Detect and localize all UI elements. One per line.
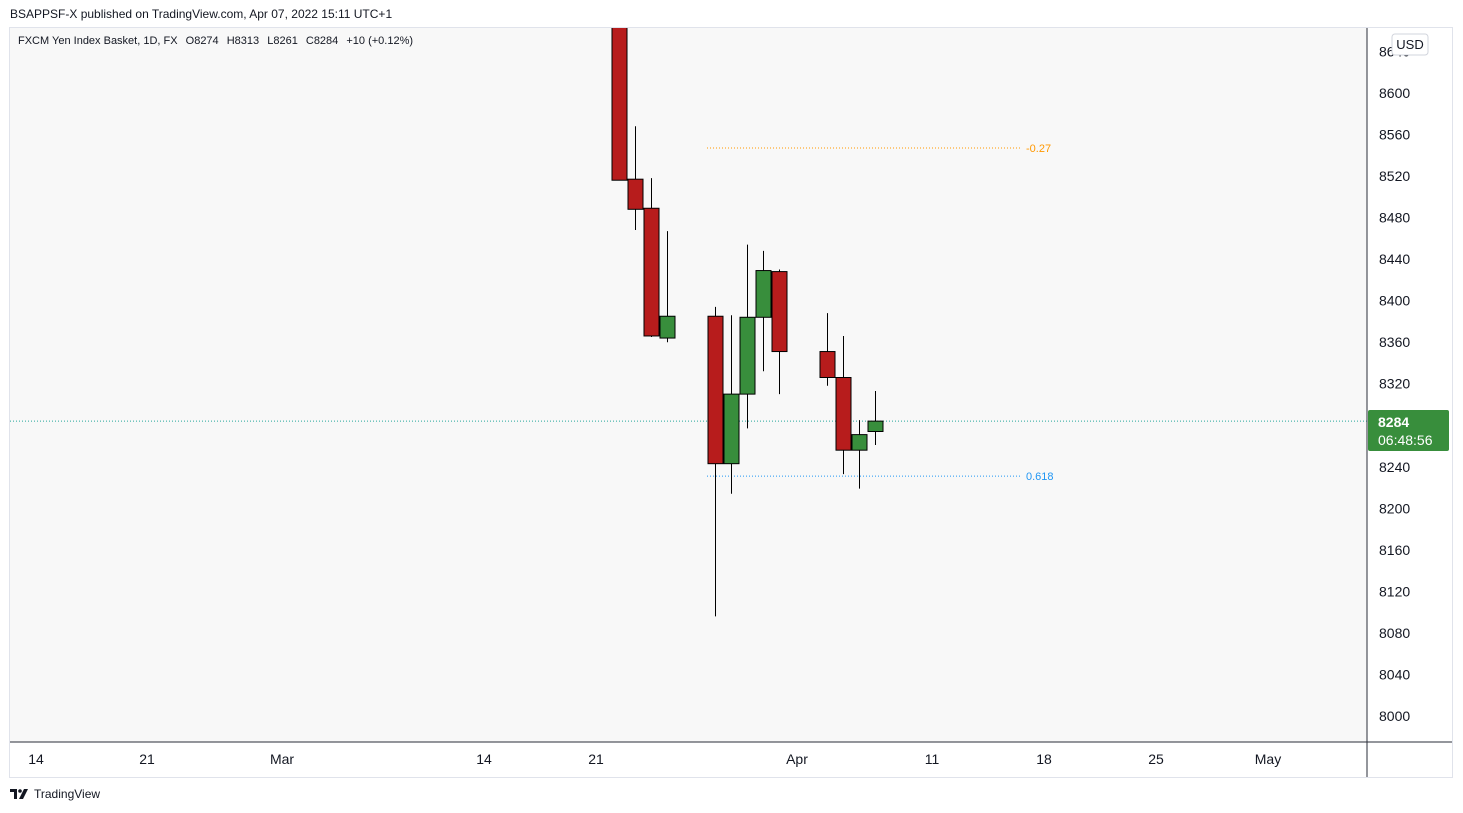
legend-low: L8261 <box>267 35 298 47</box>
price-tick-label: 8400 <box>1379 293 1410 309</box>
candle[interactable] <box>867 391 884 445</box>
candle[interactable] <box>627 126 644 231</box>
legend-symbol: FXCM Yen Index Basket, 1D, FX <box>18 35 178 47</box>
fib-level-label: 0.618 <box>1026 471 1054 483</box>
fib-level-label: -0.27 <box>1026 143 1051 155</box>
candle[interactable] <box>643 178 660 338</box>
time-tick-label: 14 <box>476 751 492 767</box>
price-tick-label: 8240 <box>1379 459 1410 475</box>
candle-body <box>723 393 740 465</box>
currency-label: USD <box>1396 37 1423 52</box>
bar-countdown: 06:48:56 <box>1378 432 1433 448</box>
legend-close: C8284 <box>305 35 339 47</box>
candle-body <box>643 207 660 337</box>
candle[interactable] <box>707 306 724 617</box>
candle-body <box>819 351 836 379</box>
candle[interactable] <box>755 250 772 372</box>
time-tick-label: 11 <box>925 751 940 767</box>
candle-body <box>851 434 868 451</box>
price-tick-label: 8440 <box>1379 251 1410 267</box>
time-tick-label: 25 <box>1148 751 1164 767</box>
candle[interactable] <box>659 231 676 343</box>
legend-open: O8274 <box>185 35 219 47</box>
time-tick-label: Mar <box>270 751 294 767</box>
price-tick-label: 8080 <box>1379 625 1410 641</box>
price-tick-label: 8040 <box>1379 666 1410 682</box>
candle-body <box>867 420 884 432</box>
candle[interactable] <box>851 420 868 489</box>
time-tick-label: 21 <box>139 751 155 767</box>
time-tick-label: 14 <box>28 751 44 767</box>
candle-body <box>755 270 772 318</box>
candle[interactable] <box>771 269 788 395</box>
time-tick-label: 21 <box>588 751 604 767</box>
time-tick-label: May <box>1255 751 1281 767</box>
currency-button[interactable]: USD <box>1391 33 1429 56</box>
price-axis[interactable]: 8000 8040 8080 8120 8160 8200 8240 8320 8360 8400… <box>1379 43 1410 724</box>
candle[interactable] <box>819 313 836 386</box>
time-axis[interactable]: 14 21 Mar 14 21 Apr 11 18 25 May <box>28 751 1281 767</box>
brand-label: TradingView <box>34 787 101 801</box>
time-tick-label: Apr <box>786 751 808 767</box>
price-tick-label: 8000 <box>1379 708 1410 724</box>
symbol-legend: FXCM Yen Index Basket, 1D, FX O8274 H831… <box>18 35 418 47</box>
last-price-value: 8284 <box>1378 414 1409 430</box>
price-tick-label: 8600 <box>1379 85 1410 101</box>
candle-body <box>835 377 852 451</box>
last-price-tag: 8284 06:48:56 <box>1368 410 1449 451</box>
legend-change: +10 (+0.12%) <box>346 35 414 47</box>
candle-body <box>659 315 676 339</box>
candle[interactable] <box>611 0 628 181</box>
candle-body <box>707 315 724 465</box>
tradingview-brand[interactable]: TradingView <box>10 787 100 801</box>
time-tick-label: 18 <box>1036 751 1052 767</box>
candle[interactable] <box>739 244 756 429</box>
plot-background <box>10 28 1367 742</box>
tradingview-logo-icon <box>10 789 28 799</box>
candle-body <box>739 316 756 395</box>
price-tick-label: 8560 <box>1379 127 1410 143</box>
legend-high: H8313 <box>226 35 260 47</box>
price-tick-label: 8160 <box>1379 542 1410 558</box>
price-tick-label: 8200 <box>1379 500 1410 516</box>
price-tick-label: 8120 <box>1379 583 1410 599</box>
price-tick-label: 8520 <box>1379 168 1410 184</box>
candle-body <box>611 28 628 181</box>
candle-body <box>771 271 788 353</box>
price-tick-label: 8480 <box>1379 210 1410 226</box>
candle[interactable] <box>835 335 852 475</box>
candle[interactable] <box>723 315 740 494</box>
price-tick-label: 8360 <box>1379 334 1410 350</box>
candle-body <box>627 178 644 210</box>
published-header: BSAPPSF-X published on TradingView.com, … <box>10 7 393 21</box>
price-tick-label: 8320 <box>1379 376 1410 392</box>
